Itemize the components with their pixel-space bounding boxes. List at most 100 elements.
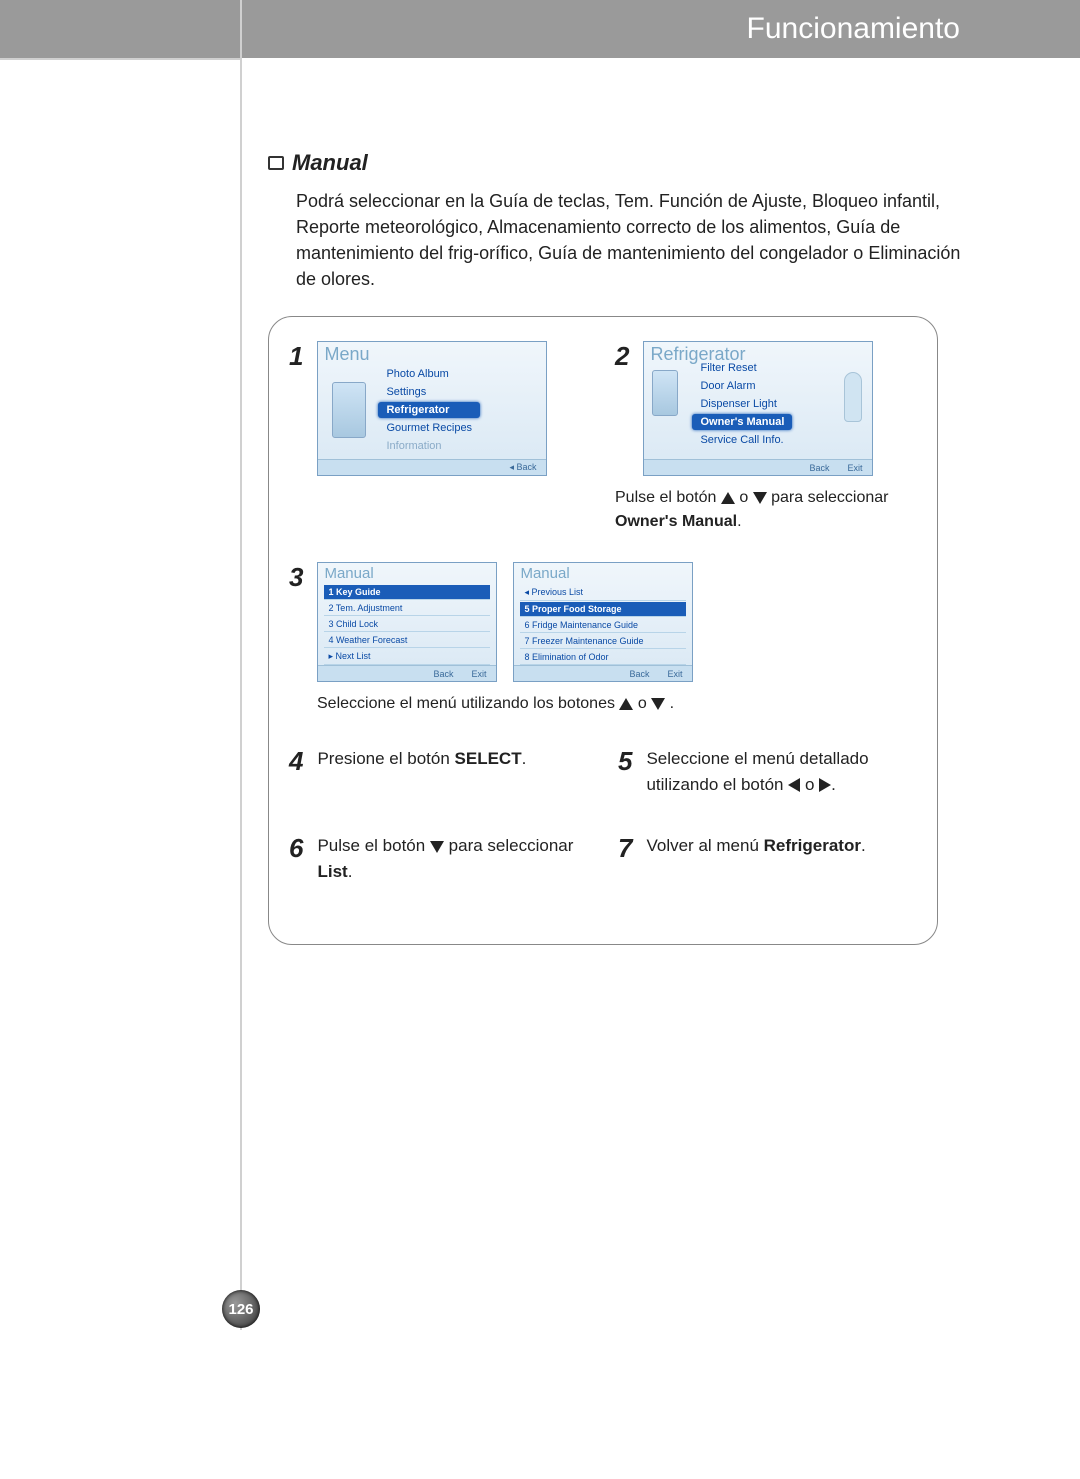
right-arrow-icon: [819, 778, 831, 792]
lcd3b-footer: Back Exit: [514, 665, 692, 681]
lcd3a-title: Manual: [324, 565, 373, 582]
section-title: Manual: [292, 150, 368, 176]
lcd2-footer: Back Exit: [644, 459, 872, 475]
up-arrow-icon: [619, 698, 633, 710]
s7-b: .: [861, 836, 866, 855]
s5-c: .: [831, 775, 836, 794]
s6-c: .: [348, 862, 353, 881]
step-7: 7 Volver al menú Refrigerator.: [618, 833, 917, 884]
lcd1-footer: ◂ Back: [318, 459, 546, 475]
cap2-a: Pulse el botón: [615, 489, 721, 506]
lcd1-item-selected: Refrigerator: [378, 402, 480, 418]
divider-horizontal: [0, 58, 240, 60]
lcd2-footer-exit: Exit: [847, 463, 862, 473]
row-6-7: 6 Pulse el botón para seleccionar List. …: [289, 833, 917, 884]
page-number-badge: 126: [222, 1290, 260, 1328]
s6-bold: List: [317, 862, 347, 881]
section-box-icon: [268, 156, 284, 170]
step7-text: Volver al menú Refrigerator.: [646, 833, 865, 859]
row-4-5: 4 Presione el botón SELECT. 5 Seleccione…: [289, 746, 917, 797]
lcd-menu: Menu Photo Album Settings Refrigerator G…: [317, 341, 547, 476]
steps-panel: 1 Menu Photo Album Settings Refrigerator…: [268, 316, 938, 945]
lcd1-item: Information: [378, 438, 480, 454]
step3-caption: Seleccione el menú utilizando los botone…: [317, 692, 917, 716]
down-arrow-icon: [753, 492, 767, 504]
lcd2-item: Dispenser Light: [692, 396, 792, 412]
lcd3a-item: 4 Weather Forecast: [324, 633, 490, 648]
s6-b: para seleccionar: [444, 836, 573, 855]
s4-bold: SELECT: [455, 749, 522, 768]
down-arrow-icon: [430, 841, 444, 853]
lcd-manual-a: Manual 1 Key Guide 2 Tem. Adjustment 3 C…: [317, 562, 497, 682]
s7-bold: Refrigerator: [764, 836, 861, 855]
step5-text: Seleccione el menú detallado utilizando …: [646, 746, 917, 797]
row-1-2: 1 Menu Photo Album Settings Refrigerator…: [289, 341, 917, 534]
lcd2-footer-back: Back: [809, 463, 829, 473]
left-arrow-icon: [788, 778, 800, 792]
content: Manual Podrá seleccionar en la Guía de t…: [268, 150, 968, 945]
lcd1-footer-back: ◂ Back: [509, 462, 536, 473]
lcd3a-item: ▸ Next List: [324, 649, 490, 665]
step-3: 3 Manual 1 Key Guide 2 Tem. Adjustment 3…: [289, 562, 917, 716]
lcd2-item: Filter Reset: [692, 360, 792, 376]
s6-a: Pulse el botón: [317, 836, 429, 855]
lcd3b-item: 7 Freezer Maintenance Guide: [520, 634, 686, 649]
step-num-1: 1: [289, 341, 303, 372]
step-4: 4 Presione el botón SELECT.: [289, 746, 588, 797]
fridge-icon: [332, 382, 366, 438]
intro-text: Podrá seleccionar en la Guía de teclas, …: [296, 188, 968, 292]
step-num-7: 7: [618, 833, 632, 864]
lcd2-item: Door Alarm: [692, 378, 792, 394]
cap2-bold: Owner's Manual: [615, 513, 737, 530]
lcd3b-item: ◂ Previous List: [520, 585, 686, 601]
lcd1-items: Photo Album Settings Refrigerator Gourme…: [378, 366, 480, 454]
cap3-c: .: [670, 695, 674, 712]
lcd3b-items: ◂ Previous List 5 Proper Food Storage 6 …: [514, 585, 692, 665]
step-5: 5 Seleccione el menú detallado utilizand…: [618, 746, 917, 797]
lcd3b-exit: Exit: [667, 669, 682, 679]
lcd1-item: Photo Album: [378, 366, 480, 382]
s5-b: o: [800, 775, 819, 794]
header-title: Funcionamiento: [747, 12, 960, 46]
lcd2-item-selected: Owner's Manual: [692, 414, 792, 430]
s4-a: Presione el botón: [317, 749, 454, 768]
s7-a: Volver al menú: [646, 836, 763, 855]
s4-b: .: [522, 749, 527, 768]
step-num-2: 2: [615, 341, 629, 372]
step-num-6: 6: [289, 833, 303, 864]
cap2-end: .: [737, 513, 741, 530]
lcd3a-items: 1 Key Guide 2 Tem. Adjustment 3 Child Lo…: [318, 585, 496, 665]
step6-text: Pulse el botón para seleccionar List.: [317, 833, 588, 884]
step-num-3: 3: [289, 562, 303, 593]
lcd3a-exit: Exit: [471, 669, 486, 679]
page-number: 126: [228, 1301, 253, 1318]
fridge-icon: [652, 370, 678, 416]
up-arrow-icon: [721, 492, 735, 504]
lcd3b-back: Back: [629, 669, 649, 679]
step-6: 6 Pulse el botón para seleccionar List.: [289, 833, 588, 884]
lcd1-title: Menu: [324, 344, 369, 365]
cap2-b: o: [739, 489, 752, 506]
step-num-4: 4: [289, 746, 303, 777]
header-bar: Funcionamiento: [0, 0, 1080, 58]
lcd1-item: Gourmet Recipes: [378, 420, 480, 436]
lcd1-item: Settings: [378, 384, 480, 400]
cap3-a: Seleccione el menú utilizando los botone…: [317, 695, 619, 712]
step-2: 2 Refrigerator Filter Reset Door Alarm D…: [615, 341, 917, 534]
lcd3b-item-selected: 5 Proper Food Storage: [520, 602, 686, 617]
step4-text: Presione el botón SELECT.: [317, 746, 526, 772]
lcd-refrigerator: Refrigerator Filter Reset Door Alarm Dis…: [643, 341, 873, 476]
step2-caption: Pulse el botón o para seleccionar Owner'…: [615, 486, 917, 534]
down-arrow-icon: [651, 698, 665, 710]
lcd3a-footer: Back Exit: [318, 665, 496, 681]
cap3-b: o: [638, 695, 651, 712]
lcd3a-item: 2 Tem. Adjustment: [324, 601, 490, 616]
cap2-c: para seleccionar: [771, 489, 888, 506]
lcd3b-title: Manual: [520, 565, 569, 582]
divider-vertical: [240, 0, 242, 1330]
bottle-icon: [844, 372, 862, 422]
lcd3b-item: 8 Elimination of Odor: [520, 650, 686, 665]
lcd3a-back: Back: [433, 669, 453, 679]
step-1: 1 Menu Photo Album Settings Refrigerator…: [289, 341, 591, 534]
lcd2-item: Service Call Info.: [692, 432, 792, 448]
